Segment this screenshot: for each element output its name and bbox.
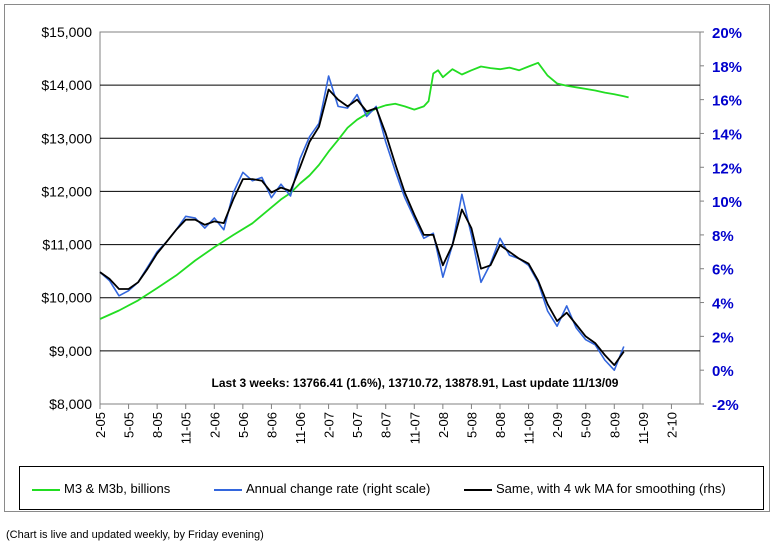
x-tick-label: 2-10 (664, 412, 679, 438)
legend-label-moving-average: Same, with 4 wk MA for smoothing (rhs) (496, 481, 726, 496)
legend-swatch-moving-average (464, 488, 492, 491)
legend-item-annual-rate: Annual change rate (right scale) (214, 481, 430, 497)
right-tick-label: 0% (712, 363, 734, 380)
grid-lines (100, 84, 700, 352)
left-tick-label: $8,000 (49, 396, 92, 412)
right-tick-label: 4% (712, 296, 734, 313)
left-tick-label: $13,000 (41, 130, 92, 146)
x-tick-label: 11-08 (522, 412, 537, 444)
series-line-moving-average (99, 88, 625, 367)
left-tick-label: $14,000 (41, 77, 92, 93)
left-tick-label: $9,000 (49, 343, 92, 359)
chart-svg: $8,000 $9,000 $10,000 $11,000 $12,000 $13,000… (41, 24, 742, 444)
right-tick-label: 14% (712, 126, 742, 143)
right-tick-label: 20% (712, 25, 742, 42)
x-tick-label: 11-09 (636, 412, 651, 444)
left-axis: $8,000 $9,000 $10,000 $11,000 $12,000 $13,000… (41, 24, 92, 412)
x-tick-label: 11-06 (293, 412, 308, 444)
right-tick-label: 2% (712, 329, 734, 346)
right-tick-label: 16% (712, 93, 742, 110)
x-tick-label: 5-05 (122, 412, 137, 438)
x-tick-label: 8-07 (379, 412, 394, 438)
footnote: (Chart is live and updated weekly, by Fr… (6, 529, 264, 541)
x-axis: 2-05 5-05 8-05 11-05 2-06 5-06 8-06 11-06 2-07 5-… (93, 404, 679, 444)
series-line-m3 (99, 61, 629, 320)
right-tick-label: -2% (712, 397, 739, 414)
left-tick-label: $10,000 (41, 290, 92, 306)
right-tick-label: 18% (712, 59, 742, 76)
x-tick-label: 8-05 (150, 412, 165, 438)
legend-item-moving-average: Same, with 4 wk MA for smoothing (rhs) (464, 481, 726, 497)
right-tick-label: 10% (712, 194, 742, 211)
left-tick-label: $12,000 (41, 183, 92, 199)
legend-label-m3: M3 & M3b, billions (64, 481, 171, 496)
x-tick-label: 5-07 (350, 412, 365, 438)
legend: M3 & M3b, billions Annual change rate (r… (19, 466, 764, 510)
legend-swatch-m3 (32, 488, 60, 491)
series-lines (99, 61, 629, 372)
x-tick-label: 2-09 (550, 412, 565, 438)
plot-area (99, 31, 701, 405)
chart-frame: $8,000 $9,000 $10,000 $11,000 $12,000 $13,000… (4, 4, 770, 512)
x-tick-label: 11-05 (179, 412, 194, 444)
x-tick-label: 2-07 (322, 412, 337, 438)
right-tick-label: 12% (712, 160, 742, 177)
legend-swatch-annual-rate (214, 488, 242, 491)
right-tick-label: 8% (712, 228, 734, 245)
x-tick-label: 5-06 (236, 412, 251, 438)
x-tick-label: 8-06 (264, 412, 279, 438)
right-axis: -2% 0% 2% 4% 6% 8% 10% 12% 14% 16% 18% 20% (700, 25, 742, 414)
x-tick-label: 2-08 (436, 412, 451, 438)
legend-label-annual-rate: Annual change rate (right scale) (246, 481, 431, 496)
x-tick-label: 5-08 (464, 412, 479, 438)
x-tick-label: 11-07 (407, 412, 422, 444)
x-tick-label: 2-06 (207, 412, 222, 438)
left-tick-label: $11,000 (42, 237, 92, 253)
x-tick-label: 2-05 (93, 412, 108, 438)
right-tick-label: 6% (712, 262, 734, 279)
left-tick-label: $15,000 (41, 24, 92, 40)
x-tick-label: 8-08 (493, 412, 508, 438)
chart-annotation: Last 3 weeks: 13766.41 (1.6%), 13710.72,… (212, 376, 619, 390)
legend-item-m3: M3 & M3b, billions (32, 481, 170, 497)
x-tick-label: 5-09 (579, 412, 594, 438)
x-tick-label: 8-09 (607, 412, 622, 438)
